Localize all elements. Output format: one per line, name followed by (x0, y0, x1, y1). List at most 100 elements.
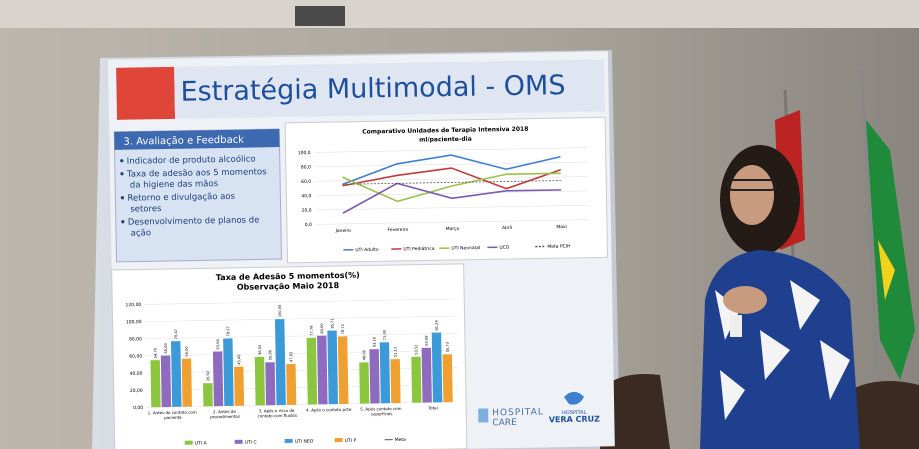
y-tick-label: 100,00 (126, 319, 142, 325)
value-label: 47,62 (289, 352, 293, 362)
bar (286, 364, 296, 405)
value-label: 50,00 (268, 349, 272, 360)
legend-label: UCO (499, 245, 510, 251)
x-tick-label: Abril (502, 225, 512, 231)
value-label: 54,76 (153, 347, 157, 358)
value-label: 63,16 (372, 336, 376, 347)
bar (255, 357, 265, 406)
value-label: 53,52 (414, 344, 418, 354)
bar (161, 355, 171, 407)
logo-vera: VERA CRUZ (549, 414, 600, 424)
bar (432, 332, 443, 402)
legend-swatch (185, 441, 193, 445)
value-label: 81,24 (435, 320, 439, 331)
vent (295, 6, 345, 26)
page: {"slide":{ "title":"Estratégia Multimoda… (0, 0, 919, 449)
bar (275, 319, 286, 405)
value-label: 63,64 (216, 338, 220, 349)
legend-label: UTI P (345, 438, 357, 444)
value-label: 56,52 (258, 345, 262, 355)
y-tick-label: 40,0 (301, 193, 311, 199)
legend-label: Meta (395, 437, 407, 443)
y-tick-label: 20,0 (302, 208, 312, 214)
bar (359, 362, 369, 403)
bar (411, 357, 421, 403)
bar (327, 330, 338, 404)
y-tick-label: 120,00 (125, 302, 141, 308)
legend-label: Meta PCIH (547, 243, 570, 249)
x-tick-label: 2. Antes de procedimentos (209, 409, 240, 420)
bar (223, 338, 234, 406)
hands (723, 286, 767, 314)
y-tick-label: 100,0 (298, 150, 311, 156)
legend-label: UTI NEO (295, 438, 314, 444)
bar (203, 383, 213, 406)
y-tick-label: 0,00 (133, 405, 143, 411)
bar (213, 351, 223, 406)
value-label: 76,47 (174, 329, 178, 339)
line-chart-subtitle: ml/paciente-dia (419, 136, 472, 144)
value-label: 45,45 (237, 354, 241, 364)
bar (317, 336, 328, 405)
legend-label: UTI Neonatal (451, 245, 480, 252)
bullet-text: Indicador de produto alcoólico (127, 153, 256, 166)
bar (182, 359, 192, 407)
bar (422, 348, 432, 403)
y-tick-label: 80,0 (301, 164, 311, 170)
x-tick-label: Fevereiro (387, 227, 408, 233)
logo-care: CARE (492, 418, 517, 428)
value-label: 60,00 (164, 342, 168, 353)
legend-label: UTI C (245, 439, 257, 445)
y-tick-label: 60,0 (301, 179, 311, 185)
bar (380, 342, 390, 403)
value-label: 80,00 (320, 323, 324, 334)
legend-swatch (285, 439, 293, 443)
value-label: 71,00 (383, 329, 387, 340)
photo: Estratégia Multimodal - OMS 3. Avaliação… (0, 0, 919, 449)
badge (730, 315, 742, 337)
bar (265, 362, 275, 405)
value-label: 55,73 (446, 342, 450, 352)
x-tick-label: 4. Após o contato pcte (306, 407, 352, 413)
y-tick-label: 40,00 (130, 371, 143, 377)
value-label: 78,72 (341, 324, 345, 334)
logo-care-icon (478, 408, 488, 422)
slide-accent (116, 67, 175, 120)
value-label: 56,00 (185, 346, 189, 357)
x-tick-label: 3. Após o risco de contato com fluidos (256, 408, 297, 419)
bar (171, 341, 182, 407)
x-tick-label: Total (427, 405, 437, 410)
value-label: 48,00 (362, 349, 366, 360)
value-label: 78,57 (226, 326, 230, 336)
bar (338, 336, 349, 404)
bar (369, 349, 379, 403)
feedback-header: 3. Avaliação e Feedback (123, 135, 244, 148)
value-label: 63,68 (425, 335, 429, 346)
bar (150, 360, 160, 407)
legend-label: UTI Adulto (355, 247, 379, 253)
value-label: 51,13 (393, 347, 397, 357)
y-tick-label: 20,00 (130, 388, 143, 394)
bar (443, 354, 453, 402)
bar (390, 359, 400, 403)
face (730, 165, 774, 225)
y-tick-label: 0,0 (305, 222, 312, 228)
y-tick-label: 60,00 (129, 353, 142, 359)
legend-swatch (335, 438, 343, 442)
value-label: 26,92 (206, 371, 210, 381)
value-label: 77,78 (310, 325, 314, 336)
logo-care: HOSPITAL (492, 407, 544, 418)
ceiling (0, 0, 919, 28)
bar (307, 338, 318, 405)
legend-swatch (235, 440, 243, 444)
x-tick-label: Março (446, 226, 460, 232)
y-tick-label: 80,00 (129, 336, 142, 342)
x-tick-label: Maio (556, 224, 567, 230)
x-tick-label: Janeiro (335, 228, 352, 234)
value-label: 100,00 (278, 304, 282, 317)
legend-label: UTI A (195, 440, 208, 446)
slide: Estratégia Multimodal - OMS 3. Avaliação… (108, 51, 615, 449)
bar (234, 367, 244, 406)
value-label: 85,71 (330, 318, 334, 328)
bar-chart-subtitle: Observação Maio 2018 (237, 281, 340, 292)
